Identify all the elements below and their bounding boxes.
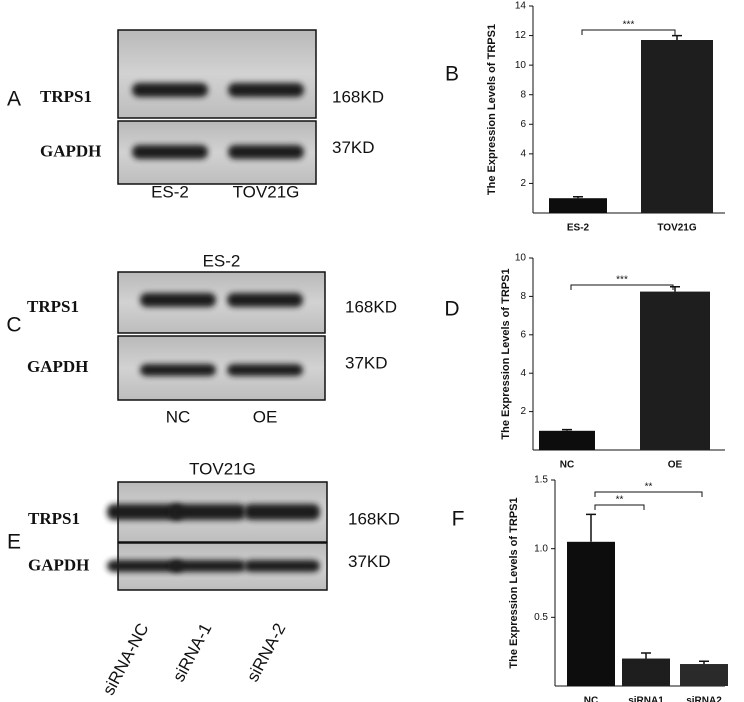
significance-bracket — [594, 491, 703, 497]
y-tick-label: 6 — [520, 329, 526, 340]
y-tick-label: 0.5 — [534, 612, 548, 623]
lane-label: siRNA-NC — [99, 620, 153, 698]
x-tick-label: NC — [560, 460, 574, 471]
x-tick-label: siRNA1 — [628, 696, 664, 702]
bar — [549, 198, 607, 213]
band — [107, 504, 183, 520]
y-tick-label: 12 — [515, 30, 527, 41]
size-label: 37KD — [348, 552, 391, 571]
panel-label: F — [452, 508, 465, 531]
y-tick-label: 8 — [520, 89, 526, 100]
protein-label: GAPDH — [27, 357, 88, 376]
y-tick-label: 6 — [520, 119, 526, 130]
band — [170, 504, 246, 520]
significance-label: *** — [623, 20, 635, 31]
band — [132, 83, 208, 97]
size-label: 168KD — [332, 87, 384, 106]
bar — [680, 664, 728, 686]
y-tick-label: 8 — [520, 291, 526, 302]
band — [244, 504, 320, 520]
significance-label: *** — [616, 275, 628, 286]
blot-box — [117, 29, 317, 119]
y-tick-label: 1.0 — [534, 543, 548, 554]
band — [244, 560, 320, 572]
y-axis-label: The Expression Levels of TRPS1 — [500, 268, 512, 439]
bar — [640, 291, 710, 450]
band — [227, 364, 303, 376]
protein-label: TRPS1 — [40, 87, 92, 106]
y-tick-label: 4 — [520, 368, 526, 379]
protein-label: TRPS1 — [28, 509, 80, 528]
x-tick-label: OE — [668, 460, 683, 471]
band — [140, 293, 216, 307]
lane-label: NC — [166, 407, 191, 426]
error-bar — [699, 660, 709, 665]
y-axis-label: The Expression Levels of TRPS1 — [508, 497, 520, 668]
error-bar — [670, 286, 680, 292]
blot-title: TOV21G — [189, 459, 256, 478]
bar — [641, 40, 713, 213]
size-label: 168KD — [345, 297, 397, 316]
significance-label: ** — [645, 482, 653, 493]
y-tick-label: 2 — [520, 178, 526, 189]
band — [228, 83, 304, 97]
lane-label: TOV21G — [233, 182, 300, 201]
lane-label: ES-2 — [151, 182, 189, 201]
protein-label: GAPDH — [28, 555, 89, 574]
x-tick-label: TOV21G — [657, 223, 696, 234]
lane-label: siRNA-1 — [169, 620, 215, 685]
significance-label: ** — [616, 495, 624, 506]
significance-bracket — [570, 284, 674, 290]
bar — [622, 658, 670, 686]
panel-label: E — [7, 531, 21, 554]
band — [227, 293, 303, 307]
x-tick-label: ES-2 — [567, 223, 590, 234]
error-bar — [641, 652, 651, 659]
bar — [567, 541, 615, 686]
band — [228, 145, 304, 159]
protein-label: GAPDH — [40, 141, 101, 160]
blot-title: ES-2 — [203, 251, 241, 270]
significance-bracket — [581, 29, 676, 35]
x-tick-label: NC — [584, 696, 598, 702]
error-bar — [672, 34, 682, 41]
size-label: 168KD — [348, 509, 400, 528]
y-tick-label: 2 — [520, 406, 526, 417]
y-tick-label: 1.5 — [534, 475, 548, 486]
y-tick-label: 4 — [520, 148, 526, 159]
panel-label: D — [444, 298, 459, 321]
error-bar — [573, 195, 583, 199]
lane-label: OE — [253, 407, 278, 426]
size-label: 37KD — [332, 138, 375, 157]
error-bar — [562, 428, 572, 431]
band — [132, 145, 208, 159]
panel-label: B — [445, 63, 459, 86]
protein-label: TRPS1 — [27, 297, 79, 316]
x-tick-label: siRNA2 — [686, 696, 722, 702]
size-label: 37KD — [345, 353, 388, 372]
y-axis-label: The Expression Levels of TRPS1 — [486, 24, 498, 195]
error-bar — [586, 513, 596, 542]
y-tick-label: 10 — [515, 60, 527, 71]
band — [170, 560, 246, 572]
panel-label: A — [7, 88, 21, 111]
lane-label: siRNA-2 — [243, 620, 289, 685]
y-tick-label: 14 — [515, 1, 527, 12]
band — [107, 560, 183, 572]
band — [140, 364, 216, 376]
significance-bracket — [594, 504, 645, 510]
bar — [539, 430, 595, 450]
panel-label: C — [6, 314, 21, 337]
y-tick-label: 10 — [515, 253, 527, 264]
